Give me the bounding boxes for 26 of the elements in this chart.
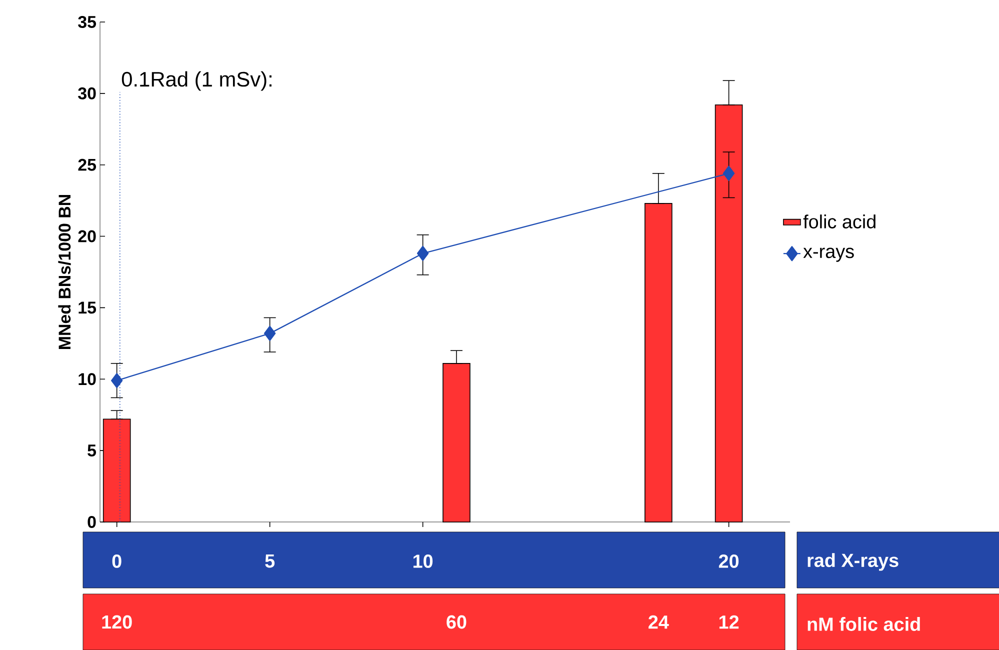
legend-label: folic acid: [803, 214, 876, 228]
y-tick-label: 5: [88, 444, 96, 456]
point: [110, 372, 123, 388]
y-tick-label: 25: [78, 158, 96, 171]
y-tick-label: 30: [78, 87, 96, 100]
text: 60: [446, 615, 466, 629]
x-tick-label: 5: [265, 554, 275, 568]
point: [722, 166, 735, 182]
y-tick-label: 20: [78, 230, 96, 242]
y-tick-label: 15: [78, 302, 96, 314]
legend-label: x-rays: [803, 248, 854, 262]
x-tick-label: 0: [112, 554, 122, 568]
x-tick-label: 10: [413, 554, 433, 568]
x-tick-label: 20: [718, 554, 739, 568]
y-tick-label: 0: [88, 516, 96, 528]
text: 120: [102, 615, 132, 629]
text: 24: [648, 615, 669, 629]
y-axis-title: MNed BNs/1000 BN: [58, 195, 71, 349]
text: nM folic acid: [808, 617, 920, 631]
x-axis-title: rad X-rays: [808, 553, 898, 571]
point: [416, 246, 429, 262]
point: [264, 326, 276, 342]
y-tick-label: 35: [78, 16, 96, 28]
y-tick-label: 10: [78, 373, 96, 386]
ref-line-label: 0.1Rad (1 mSv):: [122, 71, 272, 91]
text: 12: [719, 615, 739, 629]
